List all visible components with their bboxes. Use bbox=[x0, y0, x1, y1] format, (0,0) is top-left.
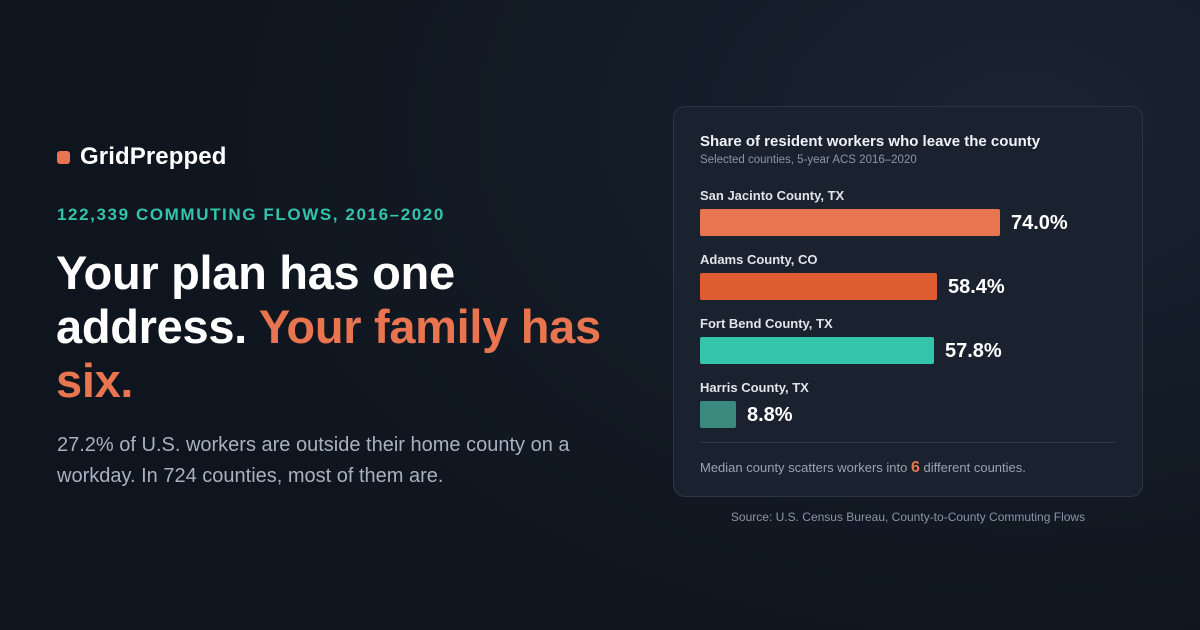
brand-name: GridPrepped bbox=[80, 143, 227, 170]
brand: GridPrepped bbox=[57, 143, 226, 171]
bar-category-label: Fort Bend County, TX bbox=[700, 316, 833, 331]
bar bbox=[700, 401, 736, 428]
bar bbox=[700, 273, 937, 300]
footnote-before: Median county scatters workers into bbox=[700, 460, 911, 475]
bar-category-label: San Jacinto County, TX bbox=[700, 188, 845, 203]
headline-part-1: Your plan has one address. bbox=[56, 246, 455, 353]
chart-subtitle: Selected counties, 5-year ACS 2016–2020 bbox=[700, 154, 917, 166]
kicker: 122,339 COMMUTING FLOWS, 2016–2020 bbox=[57, 205, 445, 224]
footnote-number: 6 bbox=[910, 459, 920, 476]
card-divider bbox=[700, 442, 1116, 443]
bar bbox=[700, 337, 934, 364]
source-note: Source: U.S. Census Bureau, County-to-Co… bbox=[730, 510, 1086, 524]
bar-value-label: 74.0% bbox=[1011, 212, 1068, 234]
bar-category-label: Harris County, TX bbox=[700, 380, 809, 395]
bar-row: San Jacinto County, TX 74.0% bbox=[700, 188, 1120, 248]
bar bbox=[700, 209, 1000, 236]
subhead: 27.2% of U.S. workers are outside their … bbox=[57, 434, 570, 487]
chart-card: Share of resident workers who leave the … bbox=[673, 106, 1143, 497]
bar-value-label: 58.4% bbox=[948, 276, 1005, 298]
brand-logo-mark bbox=[57, 150, 70, 164]
chart-title: Share of resident workers who leave the … bbox=[700, 133, 1041, 150]
bar-row: Harris County, TX 8.8% bbox=[700, 380, 1120, 440]
bar-value-label: 57.8% bbox=[945, 340, 1002, 362]
headline: Your plan has one address. Your family h… bbox=[56, 246, 636, 408]
headline-part-2-accent: Your family has six. bbox=[56, 300, 601, 407]
bar-row: Fort Bend County, TX 57.8% bbox=[700, 316, 1120, 376]
footnote-after: different counties. bbox=[919, 460, 1026, 475]
bar-row: Adams County, CO 58.4% bbox=[700, 252, 1120, 312]
card-footnote: Median county scatters workers into 6 di… bbox=[700, 459, 1026, 477]
bar-value-label: 8.8% bbox=[747, 404, 793, 426]
bar-category-label: Adams County, CO bbox=[700, 252, 818, 267]
